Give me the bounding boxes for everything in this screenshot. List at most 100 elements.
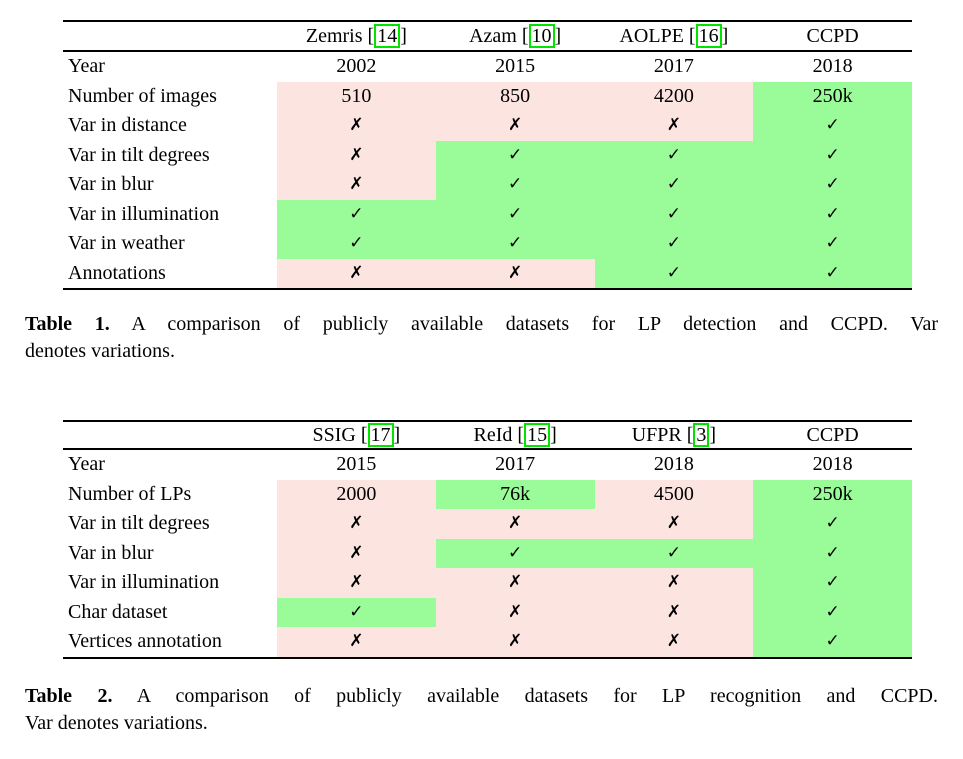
cross-mark-cell: ✗ [435,258,595,288]
cross-icon: ✗ [349,115,364,136]
cross-mark-cell: ✗ [435,597,595,627]
check-mark-cell: ✓ [594,258,754,288]
check-icon: ✓ [825,115,840,136]
row-label: Annotations [63,258,277,288]
row-label: Number of LPs [63,479,277,509]
check-mark-cell: ✓ [753,538,912,568]
check-mark-cell: ✓ [753,140,912,170]
table-row: Year 2015 2017 2018 2018 [63,450,912,480]
value-cell: 2002 [336,55,377,78]
table-header-row: Zemris [14] Azam [10] AOLPE [16] CCPD [63,20,912,52]
caption-line-1: Table 2. A comparison of publicly availa… [25,683,938,710]
table-row: Var in blur ✗ ✓ ✓ ✓ [63,170,912,200]
dataset-name: ReId [473,423,513,446]
check-mark-cell: ✓ [753,568,912,598]
column-header-ufpr: UFPR [3] [594,422,754,448]
citation-link[interactable]: 3 [693,423,710,447]
check-icon: ✓ [508,233,523,254]
check-icon: ✓ [666,262,681,283]
value-cell: 2015 [495,55,536,78]
cross-icon: ✗ [666,601,681,622]
column-header-azam: Azam [10] [435,22,595,50]
cross-mark-cell: ✗ [594,568,754,598]
value-cell: 76k [435,479,595,509]
value-cell: 2015 [336,453,377,476]
check-mark-cell: ✓ [277,229,436,259]
value-cell: 2018 [812,55,853,78]
table-row: Var in tilt degrees ✗ ✗ ✗ ✓ [63,509,912,539]
check-icon: ✓ [666,233,681,254]
column-header-aolpe: AOLPE [16] [594,22,754,50]
check-mark-cell: ✓ [594,199,754,229]
value-cell: 250k [753,81,912,111]
table-row: Var in weather ✓ ✓ ✓ ✓ [63,229,912,259]
table-row: Var in distance ✗ ✗ ✗ ✓ [63,111,912,141]
check-icon: ✓ [825,572,840,593]
cross-icon: ✗ [508,601,523,622]
value-cell: 510 [277,81,436,111]
cross-mark-cell: ✗ [277,258,436,288]
table1-caption: Table 1. A comparison of publicly availa… [25,311,938,365]
check-mark-cell: ✓ [753,627,912,657]
cross-mark-cell: ✗ [277,111,436,141]
check-icon: ✓ [825,144,840,165]
caption-text: A comparison of publicly available datas… [112,685,939,707]
check-mark-cell: ✓ [435,199,595,229]
value-cell: 2017 [495,453,536,476]
table-row: Var in tilt degrees ✗ ✓ ✓ ✓ [63,140,912,170]
caption-line-1: Table 1. A comparison of publicly availa… [25,311,938,338]
caption-line-2: Var denotes variations. [25,712,208,734]
citation-link[interactable]: 10 [528,24,555,48]
citation-link[interactable]: 15 [524,423,551,447]
cross-mark-cell: ✗ [594,509,754,539]
table-row: Vertices annotation ✗ ✗ ✗ ✓ [63,627,912,657]
caption-label: Table 2. [25,685,113,707]
value-cell: 250k [753,479,912,509]
check-icon: ✓ [825,542,840,563]
row-label: Var in weather [63,229,277,259]
table-header-row: SSIG [17] ReId [15] UFPR [3] CCPD [63,420,912,450]
dataset-name: CCPD [806,24,859,47]
check-mark-cell: ✓ [594,538,754,568]
cross-mark-cell: ✗ [594,597,754,627]
dataset-name: SSIG [312,423,356,446]
check-icon: ✓ [666,144,681,165]
table-row: Year 2002 2015 2017 2018 [63,52,912,82]
check-icon: ✓ [825,203,840,224]
value-cell: 850 [435,81,595,111]
check-mark-cell: ✓ [277,597,436,627]
value-cell: 4500 [594,479,754,509]
caption-line-2: denotes variations. [25,340,175,362]
cross-mark-cell: ✗ [435,111,595,141]
check-mark-cell: ✓ [435,538,595,568]
dataset-name: Azam [469,24,517,47]
cross-mark-cell: ✗ [277,627,436,657]
row-label: Var in blur [63,170,277,200]
citation-link[interactable]: 17 [367,423,394,447]
check-icon: ✓ [508,542,523,563]
citation-link[interactable]: 16 [695,24,722,48]
row-label: Vertices annotation [63,627,277,657]
check-icon: ✓ [825,233,840,254]
table-row: Var in blur ✗ ✓ ✓ ✓ [63,538,912,568]
value-cell: 2018 [653,453,694,476]
citation-link[interactable]: 14 [374,24,401,48]
cross-mark-cell: ✗ [277,170,436,200]
check-mark-cell: ✓ [435,170,595,200]
table-row: Char dataset ✓ ✗ ✗ ✓ [63,597,912,627]
cross-mark-cell: ✗ [594,627,754,657]
check-mark-cell: ✓ [753,111,912,141]
check-icon: ✓ [349,601,364,622]
table-row: Annotations ✗ ✗ ✓ ✓ [63,258,912,288]
column-header-reid: ReId [15] [435,422,595,448]
check-icon: ✓ [825,631,840,652]
check-icon: ✓ [508,144,523,165]
cross-icon: ✗ [349,144,364,165]
cross-icon: ✗ [508,115,523,136]
column-header-ssig: SSIG [17] [277,422,436,448]
check-icon: ✓ [825,174,840,195]
cross-icon: ✗ [666,513,681,534]
cross-mark-cell: ✗ [277,509,436,539]
check-mark-cell: ✓ [753,597,912,627]
check-icon: ✓ [666,542,681,563]
